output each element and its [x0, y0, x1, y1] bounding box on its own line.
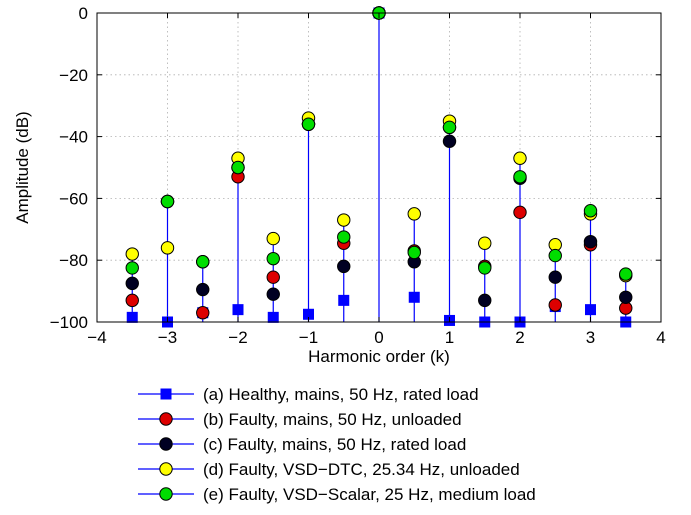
marker-circle-series-3: [196, 282, 210, 297]
marker-square-series-1: [267, 311, 279, 323]
marker-square-series-1: [585, 304, 596, 316]
legend-entry-label: (a) Healthy, mains, 50 Hz, rated load: [203, 385, 479, 404]
marker-circle-series-4: [160, 241, 175, 255]
y-tick-label: −80: [59, 251, 88, 270]
y-tick-label: −20: [59, 66, 88, 85]
marker-circle-series-3: [619, 290, 633, 304]
legend-entry-label: (d) Faulty, VSD−DTC, 25.34 Hz, unloaded: [203, 460, 520, 479]
marker-circle-series-4: [478, 236, 492, 250]
marker-circle-series-2: [266, 270, 280, 284]
legend-marker-square: [160, 388, 172, 400]
marker-circle-series-5: [160, 194, 175, 209]
marker-circle-series-3: [337, 259, 351, 274]
marker-circle-series-5: [619, 267, 633, 281]
marker-circle-series-2: [196, 306, 210, 320]
marker-circle-series-5: [478, 261, 492, 275]
x-tick-label: 3: [586, 328, 595, 347]
marker-circle-series-4: [125, 247, 139, 261]
legend-marker-circle: [159, 462, 173, 476]
marker-circle-series-5: [583, 204, 598, 218]
y-tick-label: −40: [59, 128, 88, 147]
x-axis-label: Harmonic order (k): [308, 347, 450, 366]
legend: (a) Healthy, mains, 50 Hz, rated load (b)…: [138, 385, 536, 504]
marker-circle-series-5: [548, 248, 562, 263]
marker-circle-series-5: [266, 251, 280, 266]
marker-circle-series-3: [478, 293, 492, 308]
marker-circle-series-5: [442, 120, 457, 135]
marker-square-series-1: [408, 291, 420, 303]
marker-square-series-1: [338, 294, 350, 306]
marker-square-series-1: [232, 304, 244, 316]
y-tick-label: 0: [79, 4, 88, 23]
legend-marker-circle: [159, 412, 173, 426]
marker-circle-series-5: [407, 245, 421, 260]
x-tick-label: 4: [656, 328, 665, 347]
legend-marker-circle: [159, 487, 173, 501]
marker-circle-series-5: [125, 261, 139, 275]
marker-circle-series-5: [301, 117, 316, 131]
marker-circle-series-5: [231, 160, 245, 175]
markers: [125, 6, 633, 328]
marker-circle-series-2: [548, 298, 562, 312]
marker-circle-series-4: [513, 151, 527, 165]
y-tick-label: −60: [59, 189, 88, 208]
x-tick-label: −3: [158, 328, 177, 347]
y-tick-label: −100: [50, 313, 88, 332]
marker-circle-series-2: [513, 205, 527, 220]
marker-circle-series-4: [407, 207, 421, 221]
marker-circle-series-3: [583, 234, 598, 249]
x-tick-label: 0: [374, 328, 383, 347]
marker-circle-series-2: [125, 293, 139, 308]
marker-circle-series-3: [548, 270, 562, 284]
legend-marker-circle: [159, 437, 173, 451]
x-tick-label: 2: [515, 328, 524, 347]
x-tick-label: −2: [228, 328, 247, 347]
legend-entry-label: (c) Faulty, mains, 50 Hz, rated load: [203, 435, 466, 454]
marker-circle-series-3: [266, 287, 280, 301]
marker-circle-series-5: [196, 255, 210, 269]
marker-circle-series-5: [337, 230, 351, 244]
x-tick-label: −1: [299, 328, 318, 347]
marker-circle-series-4: [337, 213, 351, 227]
marker-circle-series-5: [513, 170, 527, 184]
legend-entry-label: (b) Faulty, mains, 50 Hz, unloaded: [203, 410, 462, 429]
marker-circle-series-4: [266, 231, 280, 246]
marker-circle-series-3: [442, 134, 457, 148]
x-tick-label: 1: [445, 328, 454, 347]
legend-entry-label: (e) Faulty, VSD−Scalar, 25 Hz, medium lo…: [203, 485, 536, 504]
marker-square-series-1: [126, 311, 138, 323]
marker-circle-series-3: [125, 276, 139, 291]
x-tick-label: −4: [87, 328, 106, 347]
y-axis-label: Amplitude (dB): [13, 111, 32, 223]
ticks: −4 −3 −2 −1 0 1 2 3 4 0 −20 −40 −60 −80 −100: [50, 4, 666, 347]
